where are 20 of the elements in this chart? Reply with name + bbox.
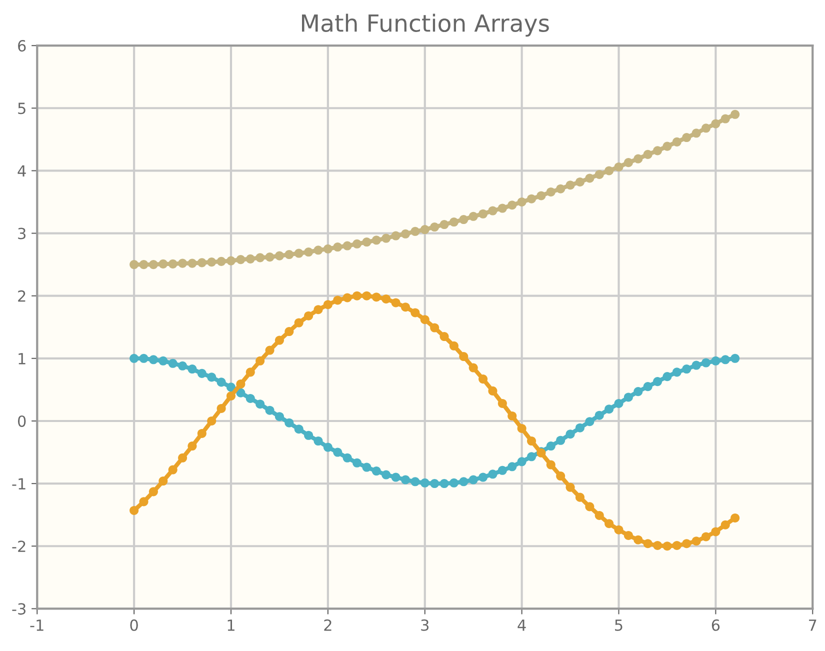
y-tick-label: 0 (18, 415, 26, 427)
y-tick-label: 2 (18, 290, 26, 302)
y-tick-label: -2 (12, 540, 26, 552)
x-tick-label: -1 (30, 620, 44, 631)
y-tick-label: 6 (18, 40, 26, 52)
y-tick-label: 5 (18, 102, 26, 114)
x-tick-label: 5 (615, 620, 622, 631)
y-tick-label: 3 (18, 228, 26, 240)
y-tick-label: 1 (18, 353, 26, 364)
x-tick-label: 3 (421, 619, 429, 631)
x-tick-label: 4 (518, 620, 526, 631)
y-tick-label: 4 (18, 165, 26, 177)
x-tick-label: 1 (228, 620, 234, 631)
x-tick-label: 2 (324, 619, 332, 631)
x-tick-label: 0 (130, 619, 138, 631)
y-tick-label: -1 (12, 478, 26, 490)
x-tick-label: 6 (712, 619, 720, 631)
chart-title: Math Function Arrays (302, 14, 549, 37)
x-tick-label: 7 (809, 620, 816, 631)
y-tick-label: -3 (12, 603, 26, 615)
